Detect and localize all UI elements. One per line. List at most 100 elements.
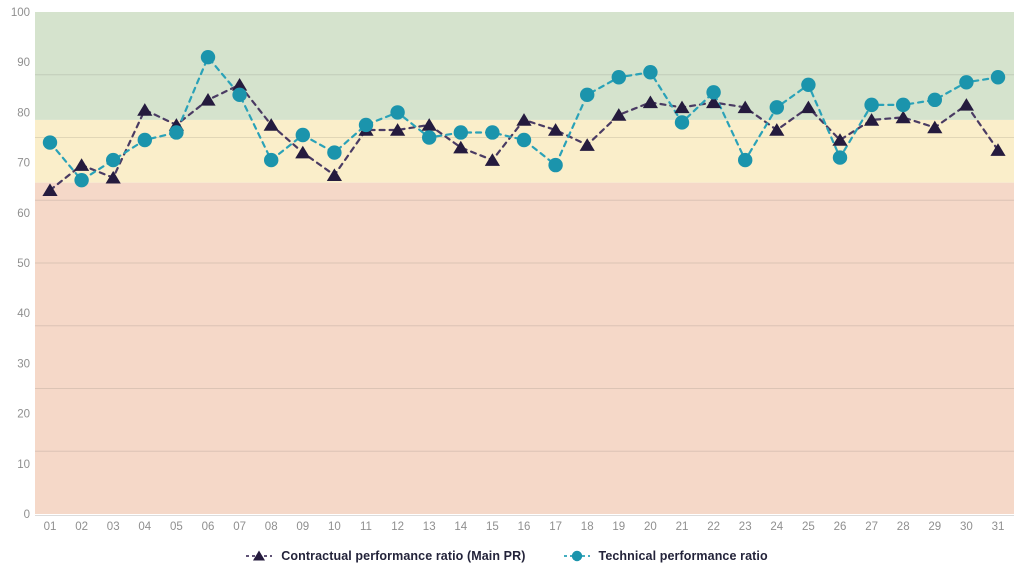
marker-contractual — [737, 100, 753, 114]
marker-technical — [358, 117, 374, 133]
marker-contractual — [832, 133, 848, 146]
x-tick-label: 05 — [170, 521, 183, 533]
circle-marker-icon — [563, 550, 590, 562]
marker-technical — [200, 49, 216, 65]
x-tick-label: 21 — [676, 521, 689, 533]
y-tick-label: 100 — [11, 7, 30, 19]
x-tick-label: 26 — [834, 521, 847, 533]
marker-technical — [706, 85, 721, 100]
x-tick-label: 31 — [992, 521, 1005, 533]
x-tick-label: 17 — [549, 521, 562, 533]
x-tick-label: 19 — [612, 521, 625, 533]
marker-contractual — [326, 168, 342, 181]
x-tick-label: 08 — [265, 521, 278, 533]
band-critical — [35, 182, 1014, 514]
x-tick-label: 20 — [644, 521, 657, 533]
x-tick-label: 02 — [75, 521, 88, 533]
x-tick-label: 16 — [518, 521, 531, 533]
x-tick-label: 06 — [202, 521, 215, 533]
marker-contractual — [990, 143, 1006, 156]
marker-contractual — [453, 140, 469, 154]
x-tick-label: 12 — [391, 521, 404, 533]
marker-technical — [927, 92, 942, 108]
x-tick-label: 28 — [897, 521, 910, 533]
x-tick-label: 01 — [44, 521, 57, 533]
marker-technical — [295, 127, 310, 143]
y-tick-label: 10 — [17, 459, 30, 471]
x-tick-label: 11 — [360, 521, 372, 533]
legend-item-contractual[interactable]: Contractual performance ratio (Main PR) — [246, 549, 525, 563]
legend-item-technical[interactable]: Technical performance ratio — [563, 549, 768, 563]
band-warning — [35, 119, 1014, 183]
x-tick-label: 09 — [296, 521, 309, 533]
x-tick-label: 13 — [423, 521, 436, 533]
marker-technical — [516, 132, 532, 148]
y-tick-label: 40 — [17, 308, 30, 320]
marker-technical — [327, 145, 342, 160]
x-tick-label: 14 — [454, 521, 467, 533]
marker-technical — [611, 70, 626, 85]
marker-contractual — [769, 123, 785, 136]
marker-technical — [801, 77, 816, 92]
marker-technical — [548, 157, 563, 173]
marker-contractual — [706, 95, 722, 109]
legend-label-contractual: Contractual performance ratio (Main PR) — [281, 549, 526, 563]
x-tick-label: 04 — [138, 521, 151, 533]
x-tick-label: 25 — [802, 521, 815, 533]
marker-technical — [580, 87, 595, 103]
marker-contractual — [674, 100, 690, 114]
marker-contractual — [74, 158, 90, 171]
y-tick-label: 20 — [17, 409, 30, 421]
marker-contractual — [137, 103, 153, 116]
x-tick-label: 10 — [328, 521, 341, 533]
legend-label-technical: Technical performance ratio — [598, 549, 768, 563]
marker-contractual — [42, 183, 58, 197]
y-tick-label: 80 — [17, 107, 30, 119]
x-tick-label: 03 — [107, 521, 120, 533]
marker-contractual — [800, 100, 816, 114]
marker-technical — [422, 130, 437, 145]
marker-technical — [42, 135, 58, 150]
marker-contractual — [484, 153, 500, 166]
marker-technical — [453, 125, 468, 140]
y-tick-label: 90 — [17, 57, 30, 69]
marker-contractual — [579, 138, 595, 151]
x-tick-label: 29 — [928, 521, 941, 533]
marker-technical — [232, 87, 247, 103]
x-tick-label: 07 — [233, 521, 246, 533]
marker-technical — [990, 70, 1006, 85]
marker-contractual — [611, 108, 627, 121]
x-tick-label: 18 — [581, 521, 594, 533]
marker-technical — [264, 152, 279, 168]
marker-technical — [674, 115, 690, 130]
marker-contractual — [895, 110, 911, 124]
marker-technical — [74, 172, 89, 188]
y-tick-label: 0 — [24, 509, 30, 521]
marker-contractual — [421, 118, 437, 131]
marker-contractual — [642, 95, 658, 109]
marker-technical — [864, 97, 879, 113]
chart-legend: Contractual performance ratio (Main PR) … — [0, 549, 1014, 563]
marker-technical — [832, 150, 848, 165]
marker-contractual — [390, 123, 406, 136]
marker-technical — [896, 97, 911, 113]
marker-contractual — [263, 118, 279, 131]
marker-technical — [390, 105, 405, 120]
x-tick-label: 15 — [486, 521, 499, 533]
marker-contractual — [864, 113, 880, 126]
y-tick-label: 30 — [17, 358, 30, 370]
marker-technical — [643, 65, 658, 80]
band-good — [35, 12, 1014, 120]
marker-technical — [769, 100, 784, 115]
x-tick-label: 27 — [865, 521, 878, 533]
marker-contractual — [295, 145, 311, 159]
x-tick-label: 22 — [707, 521, 720, 533]
y-tick-label: 50 — [17, 258, 30, 270]
marker-technical — [169, 125, 184, 140]
marker-technical — [485, 125, 500, 140]
marker-technical — [738, 152, 753, 168]
marker-technical — [137, 132, 152, 148]
marker-technical — [106, 152, 121, 168]
marker-contractual — [548, 123, 564, 136]
